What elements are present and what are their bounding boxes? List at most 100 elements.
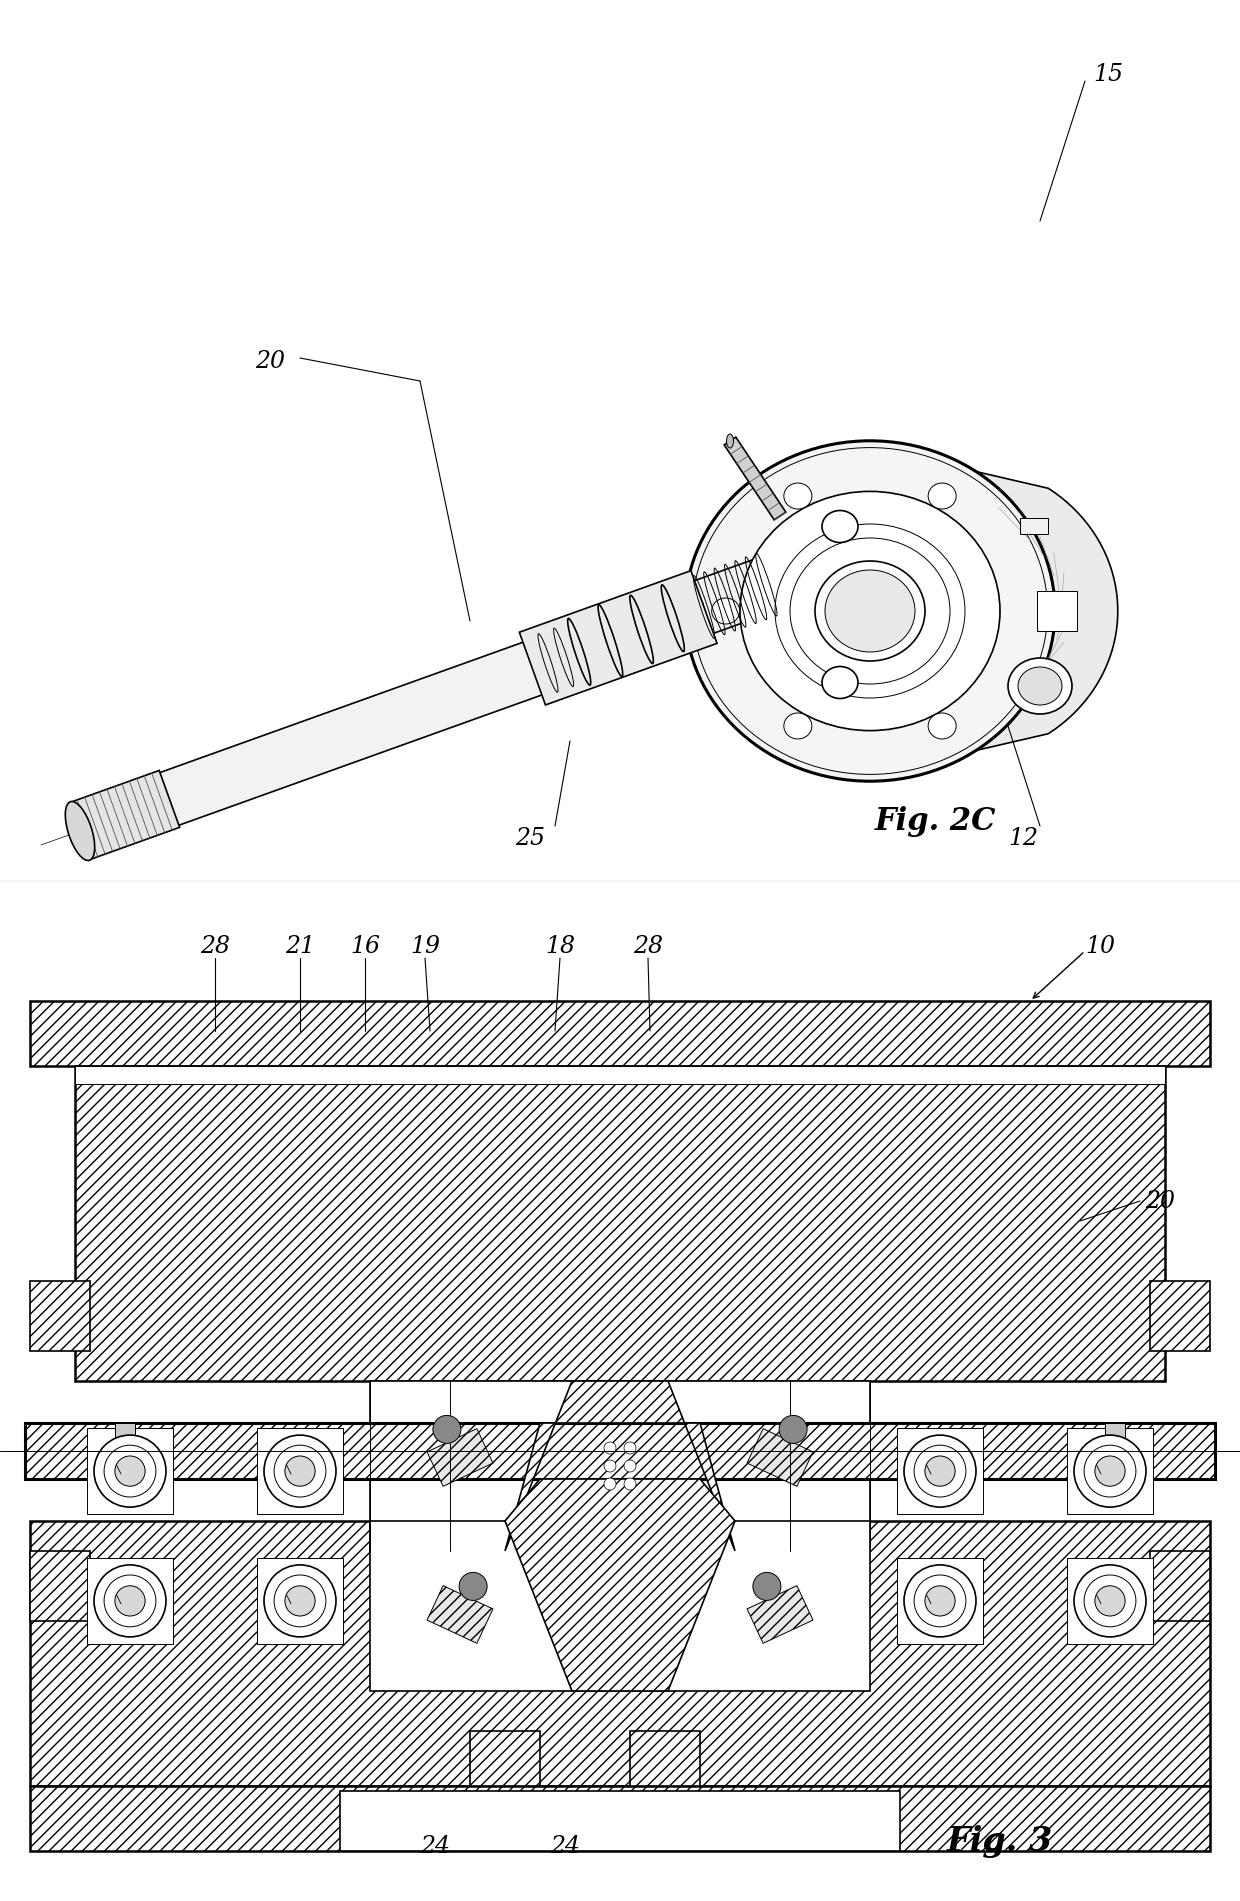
Circle shape (264, 1565, 336, 1637)
Ellipse shape (784, 483, 812, 509)
Bar (1149, 1551, 1210, 1622)
Ellipse shape (66, 802, 94, 861)
Bar (87, 1557, 174, 1644)
Circle shape (904, 1565, 976, 1637)
Circle shape (1074, 1435, 1146, 1507)
Circle shape (115, 1585, 145, 1616)
Bar (1021, 517, 1048, 534)
Bar (1066, 1557, 1153, 1644)
Circle shape (104, 1576, 156, 1627)
Bar (470, 1732, 539, 1787)
Bar (74, 1066, 1166, 1380)
Bar (30, 1787, 1210, 1852)
Circle shape (624, 1443, 636, 1454)
Ellipse shape (822, 511, 858, 542)
Text: Fig. 2C: Fig. 2C (874, 806, 996, 836)
Circle shape (779, 1416, 807, 1443)
Circle shape (1074, 1565, 1146, 1637)
Bar (74, 1066, 1166, 1084)
Circle shape (433, 1416, 461, 1443)
Text: 15: 15 (1092, 63, 1123, 86)
Circle shape (914, 1576, 966, 1627)
Bar (340, 1791, 900, 1852)
Ellipse shape (929, 483, 956, 509)
Bar (675, 603, 703, 620)
Ellipse shape (740, 490, 999, 730)
Bar (1066, 1428, 1153, 1515)
Ellipse shape (929, 713, 956, 739)
Polygon shape (976, 471, 1117, 751)
Circle shape (624, 1460, 636, 1471)
Bar (897, 1428, 983, 1515)
Polygon shape (724, 437, 786, 519)
Circle shape (925, 1456, 955, 1487)
Ellipse shape (712, 599, 740, 624)
Text: 21: 21 (285, 935, 315, 958)
Circle shape (1095, 1585, 1125, 1616)
Polygon shape (427, 1585, 494, 1642)
Ellipse shape (66, 804, 94, 857)
Bar (257, 1557, 343, 1644)
Circle shape (264, 1435, 336, 1507)
Bar (30, 1281, 91, 1352)
Text: 12: 12 (1008, 827, 1038, 850)
Circle shape (914, 1445, 966, 1496)
Text: 28: 28 (632, 935, 663, 958)
Polygon shape (520, 570, 717, 705)
Bar (115, 1424, 135, 1479)
Circle shape (1084, 1576, 1136, 1627)
Circle shape (925, 1585, 955, 1616)
Circle shape (285, 1585, 315, 1616)
Bar (30, 1002, 1210, 1066)
Bar (1149, 1281, 1210, 1352)
Text: 25: 25 (515, 827, 546, 850)
Polygon shape (505, 1479, 735, 1692)
Bar (897, 1557, 983, 1644)
Bar (30, 1521, 1210, 1787)
Bar (257, 1428, 343, 1515)
Text: 16: 16 (350, 935, 379, 958)
Circle shape (285, 1456, 315, 1487)
Polygon shape (505, 1380, 735, 1551)
Circle shape (1084, 1445, 1136, 1496)
Ellipse shape (684, 441, 1055, 781)
Circle shape (604, 1460, 616, 1471)
Circle shape (753, 1572, 781, 1601)
Text: 24: 24 (420, 1834, 450, 1857)
Bar (87, 1428, 174, 1515)
Circle shape (459, 1572, 487, 1601)
Circle shape (604, 1443, 616, 1454)
Circle shape (1095, 1456, 1125, 1487)
Text: 24: 24 (551, 1834, 580, 1857)
Text: 10: 10 (1085, 935, 1115, 958)
Ellipse shape (1018, 667, 1061, 705)
Circle shape (904, 1435, 976, 1507)
Circle shape (94, 1435, 166, 1507)
Text: Fig. 3: Fig. 3 (947, 1825, 1053, 1857)
Circle shape (274, 1445, 326, 1496)
Ellipse shape (1008, 658, 1073, 715)
Polygon shape (69, 770, 180, 859)
Polygon shape (71, 525, 869, 857)
Polygon shape (1037, 591, 1076, 631)
Ellipse shape (822, 667, 858, 698)
Circle shape (104, 1445, 156, 1496)
Circle shape (115, 1456, 145, 1487)
Polygon shape (746, 1430, 813, 1487)
Bar (30, 1551, 91, 1622)
Ellipse shape (815, 561, 925, 662)
Text: 18: 18 (546, 935, 575, 958)
Text: 20: 20 (1145, 1190, 1176, 1213)
Circle shape (274, 1576, 326, 1627)
Bar (370, 1380, 870, 1551)
Bar (25, 1424, 1215, 1479)
Ellipse shape (784, 713, 812, 739)
Circle shape (94, 1565, 166, 1637)
Bar (630, 1732, 701, 1787)
Bar (1105, 1424, 1125, 1479)
Text: 19: 19 (410, 935, 440, 958)
Circle shape (624, 1477, 636, 1490)
Circle shape (604, 1477, 616, 1490)
Ellipse shape (727, 433, 734, 449)
Ellipse shape (825, 570, 915, 652)
